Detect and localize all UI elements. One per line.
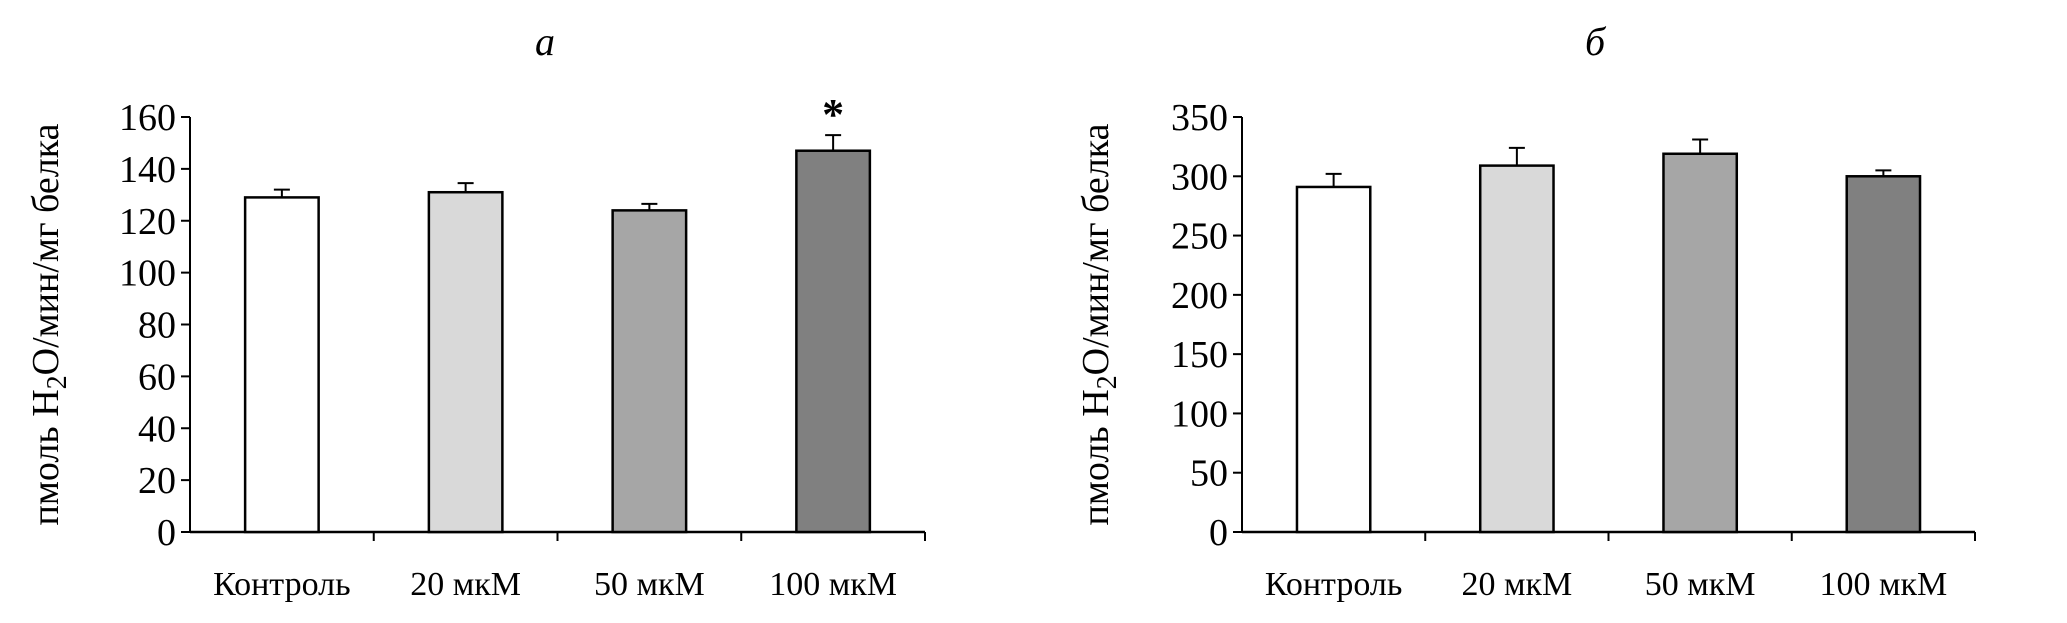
- chart-title: б: [1585, 19, 1607, 64]
- y-tick-label: 100: [1171, 393, 1228, 435]
- x-category-label: 50 мкМ: [1645, 566, 1756, 603]
- bar: [795, 149, 872, 534]
- chart-title: а: [535, 19, 555, 64]
- y-tick-label: 160: [119, 97, 176, 139]
- chart-panel-0: а пмоль H2O/мин/мг белка 0 20 40 60 80 100 120 14…: [25, 19, 926, 603]
- y-axis-label-part: пмоль H: [25, 389, 67, 525]
- y-axis-label: пмоль H2O/мин/мг белка: [25, 123, 73, 525]
- y-tick-label: 120: [119, 201, 176, 243]
- y-axis-label-part: пмоль H: [1075, 389, 1117, 525]
- bar: [1662, 152, 1739, 534]
- y-tick-label: 300: [1171, 156, 1228, 198]
- x-category-label: 20 мкМ: [1461, 566, 1572, 603]
- y-axis-label-subscript: 2: [42, 375, 73, 389]
- x-category-label: Контроль: [213, 566, 350, 603]
- x-category-label: Контроль: [1265, 566, 1402, 603]
- y-axis-label-part: O/мин/мг белка: [25, 123, 67, 375]
- y-tick-label: 80: [138, 305, 176, 347]
- y-axis-label-subscript: 2: [1092, 375, 1123, 389]
- chart-panel-1: б пмоль H2O/мин/мг белка 0 50 100 150 200 250 30…: [1075, 19, 1976, 603]
- y-tick-label: 100: [119, 253, 176, 295]
- bar: [243, 196, 320, 534]
- y-tick-label: 60: [138, 356, 176, 398]
- x-category-label: 100 мкМ: [1819, 566, 1947, 603]
- y-tick-label: 20: [138, 460, 176, 502]
- y-tick-label: 0: [1209, 512, 1228, 554]
- y-tick-label: 140: [119, 149, 176, 191]
- x-category-label: 20 мкМ: [410, 566, 521, 603]
- x-category-label: 100 мкМ: [769, 566, 897, 603]
- bar: [1845, 175, 1922, 534]
- bar: [427, 190, 504, 534]
- bar: [611, 209, 688, 534]
- significance-marker: *: [822, 90, 844, 139]
- x-category-label: 50 мкМ: [594, 566, 705, 603]
- y-tick-label: 50: [1190, 453, 1228, 495]
- y-tick-label: 350: [1171, 97, 1228, 139]
- bar: [1478, 164, 1555, 534]
- y-axis-label: пмоль H2O/мин/мг белка: [1075, 123, 1123, 525]
- y-tick-label: 250: [1171, 216, 1228, 258]
- y-tick-label: 0: [157, 512, 176, 554]
- y-tick-label: 150: [1171, 334, 1228, 376]
- y-axis-label-part: O/мин/мг белка: [1075, 123, 1117, 375]
- bar: [1295, 185, 1372, 534]
- y-tick-label: 200: [1171, 275, 1228, 317]
- y-tick-label: 40: [138, 408, 176, 450]
